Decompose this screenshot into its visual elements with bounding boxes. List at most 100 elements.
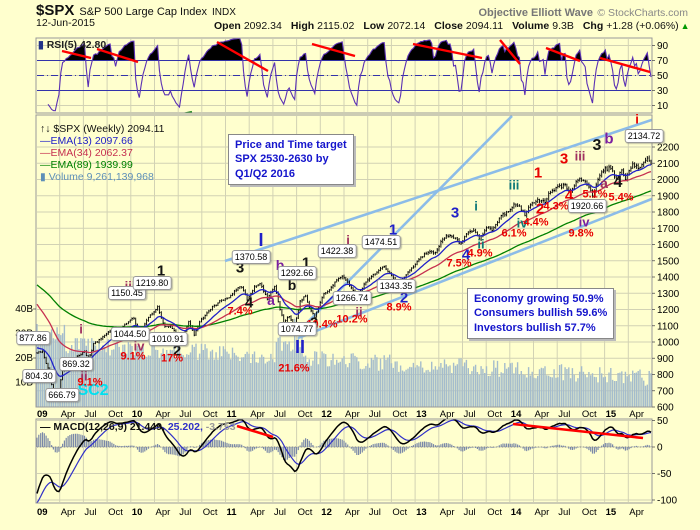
axis-tick-label: 30 xyxy=(657,86,669,97)
elliott-wave-label: 2 xyxy=(399,289,409,307)
axis-tick-label: 13 xyxy=(416,507,427,518)
axis-tick-label: Oct xyxy=(108,409,123,420)
axis-tick-label: 09 xyxy=(37,507,48,518)
axis-tick-label: Apr xyxy=(440,409,455,420)
brand-text: Objective Elliott Wave xyxy=(478,7,593,19)
axis-tick-label: 1000 xyxy=(657,338,680,349)
rsi-red-trendline xyxy=(311,42,356,58)
correction-percent-label: 7.5% xyxy=(446,257,472,270)
axis-tick-label: Oct xyxy=(298,409,313,420)
axis-tick-label: 1900 xyxy=(657,191,680,202)
correction-percent-label: 10.2% xyxy=(336,313,368,326)
axis-tick-label: 10 xyxy=(132,507,143,518)
rsi-red-trendline xyxy=(599,56,651,74)
axis-tick-label: Apr xyxy=(629,409,644,420)
elliott-wave-label: 4 xyxy=(613,174,623,191)
axis-tick-label: Apr xyxy=(345,507,360,518)
axis-tick-label: Jul xyxy=(84,409,96,420)
rsi-red-trendline xyxy=(412,42,483,60)
axis-tick-label: 70 xyxy=(657,56,669,67)
axis-tick-label: 90 xyxy=(657,41,669,52)
symbol-name: S&P 500 Large Cap Index xyxy=(79,6,207,18)
axis-tick-label: 600 xyxy=(657,403,674,414)
volume-bars-icon: ▮ xyxy=(40,171,46,183)
rsi-overbought-fill xyxy=(48,38,652,61)
axis-tick-label: Oct xyxy=(487,409,502,420)
axis-tick-label: Jul xyxy=(179,507,191,518)
macd-red-trendline xyxy=(236,424,274,439)
price-callout: 1044.50 xyxy=(110,327,150,341)
axis-tick-label: Apr xyxy=(345,409,360,420)
ohlc-quote-row: Open 2092.34 High 2115.02 Low 2072.14 Close 209… xyxy=(205,16,690,34)
rsi-legend-label: RSI(5) 42.80 xyxy=(46,39,107,51)
quote-value: 2115.02 xyxy=(317,20,355,32)
trend-channel-line xyxy=(224,118,652,263)
price-callout: 2134.72 xyxy=(624,129,664,143)
elliott-wave-label: ii xyxy=(80,368,88,384)
price-callout: 1266.74 xyxy=(332,291,372,305)
price-callout: 1474.51 xyxy=(361,235,401,249)
axis-tick-label: 13 xyxy=(416,409,427,420)
correction-percent-label: 9.1% xyxy=(77,376,103,389)
price-callout: 877.86 xyxy=(16,331,50,345)
elliott-wave-label: iv xyxy=(133,338,145,354)
macd-legend: — MACD(12,26,9) 21.449, 25.202, -3.753 xyxy=(40,421,236,433)
axis-tick-label: 15 xyxy=(606,409,617,420)
axis-tick-label: 10 xyxy=(132,409,143,420)
symbol: $SPX xyxy=(36,2,75,19)
axis-tick-label: Jul xyxy=(369,507,381,518)
price-callout: 1422.38 xyxy=(317,244,357,258)
elliott-wave-label: 3 xyxy=(450,204,460,222)
axis-tick-label: Oct xyxy=(582,409,597,420)
trend-channel-line xyxy=(297,197,652,340)
axis-tick-label: 2200 xyxy=(657,143,680,154)
price-callout: 666.79 xyxy=(45,388,79,402)
quote-value: 9.3B xyxy=(552,20,574,32)
elliott-wave-label: 3 xyxy=(559,150,569,168)
elliott-wave-label: 1 xyxy=(301,254,311,272)
price-bars xyxy=(36,155,652,397)
elliott-wave-label: II xyxy=(294,337,306,357)
macd-histogram xyxy=(36,432,652,461)
ema-legend-item: —EMA(13) 2097.66 xyxy=(40,135,133,147)
elliott-wave-label: iv xyxy=(516,215,528,231)
macd-value: 21.449, xyxy=(126,421,165,433)
correction-percent-label: 4.4% xyxy=(523,216,549,229)
price-callout: 1343.35 xyxy=(376,279,416,293)
axis-tick-label: Apr xyxy=(156,507,171,518)
textbox-line: SPX 2530-2630 by xyxy=(235,153,329,166)
quote-value: +1.28 (+0.06%) xyxy=(606,20,679,32)
axis-tick-label: 900 xyxy=(657,354,674,365)
axis-tick-label: 50 xyxy=(657,71,669,82)
axis-tick-label: Jul xyxy=(369,409,381,420)
elliott-wave-label: 2 xyxy=(535,200,545,218)
price-target-textbox: Price and Time target SPX 2530-2630 by Q… xyxy=(228,134,354,185)
quote-label: Chg xyxy=(582,20,604,32)
quote-label: Open xyxy=(214,20,241,32)
axis-tick-label: Apr xyxy=(629,507,644,518)
elliott-wave-label: 2 xyxy=(172,342,182,360)
axis-tick-label: Jul xyxy=(179,409,191,420)
ema-legend-item: —EMA(34) 2062.37 xyxy=(40,147,133,159)
axis-tick-label: Oct xyxy=(203,409,218,420)
axis-tick-label: Oct xyxy=(392,409,407,420)
price-callout: 804.30 xyxy=(22,369,56,383)
axis-tick-label: 40B xyxy=(15,304,33,315)
elliott-wave-label: i xyxy=(635,111,639,127)
axis-tick-label: -50 xyxy=(657,469,672,480)
exchange: INDX xyxy=(211,7,236,18)
elliott-wave-label: b xyxy=(604,130,614,148)
axis-tick-label: 14 xyxy=(511,409,522,420)
elliott-wave-label: SC2 xyxy=(77,382,109,399)
correction-percent-label: 4.9% xyxy=(467,247,493,260)
volume-bars xyxy=(36,318,652,407)
elliott-wave-label: I xyxy=(258,230,264,250)
correction-percent-label: 6.1% xyxy=(501,227,527,240)
price-callout: 1219.80 xyxy=(132,276,172,290)
price-callout: 1292.66 xyxy=(277,266,317,280)
correction-percent-label: 10.4% xyxy=(306,318,338,331)
axis-tick-label: 1700 xyxy=(657,224,680,235)
axis-tick-label: 800 xyxy=(657,370,674,381)
textbox-line: Investors bullish 57.7% xyxy=(474,321,596,334)
